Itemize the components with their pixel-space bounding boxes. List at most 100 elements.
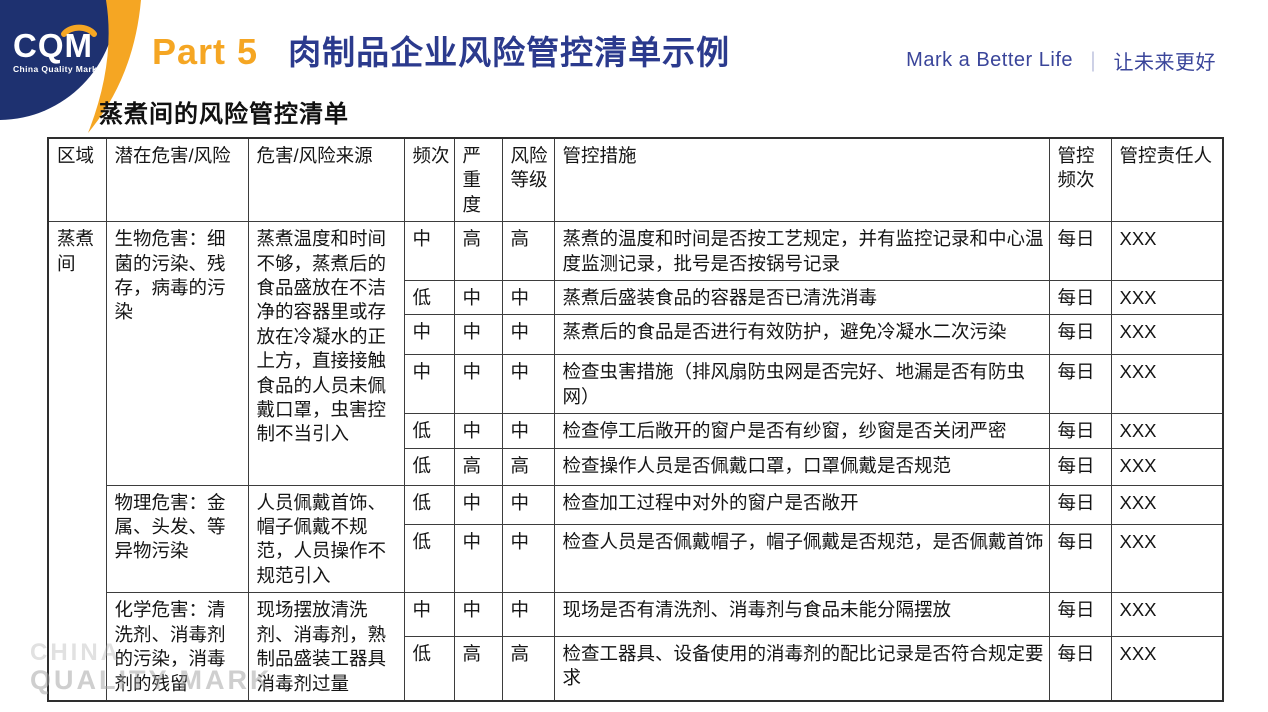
cell-owner: XXX <box>1110 592 1224 637</box>
col-header-source: 危害/风险来源 <box>247 137 405 223</box>
cell-control-frequency: 每日 <box>1048 413 1112 449</box>
logo-orange-swoosh <box>88 0 141 133</box>
cell-frequency: 中 <box>403 592 455 637</box>
col-header-frequency: 频次 <box>403 137 455 223</box>
logo-text: CQM <box>13 27 93 64</box>
cell-severity: 高 <box>453 221 503 282</box>
cell-owner: XXX <box>1110 635 1224 702</box>
cell-severity: 高 <box>453 635 503 702</box>
cell-frequency: 低 <box>403 635 455 702</box>
risk-control-table: 区域 潜在危害/风险 危害/风险来源 频次 严重度 风险等级 管控措施 管控频次… <box>47 137 1224 702</box>
cell-source: 人员佩戴首饰、帽子佩戴不规范，人员操作不规范引入 <box>247 484 405 594</box>
cell-measure: 检查操作人员是否佩戴口罩，口罩佩戴是否规范 <box>553 447 1050 486</box>
cell-frequency: 中 <box>403 314 455 356</box>
cell-control-frequency: 每日 <box>1048 314 1112 356</box>
table-row: 中 中 中 检查虫害措施（排风扇防虫网是否完好、地漏是否有防虫网） 每日 XXX <box>48 354 1224 415</box>
cell-severity: 中 <box>453 484 503 525</box>
cell-measure: 检查工器具、设备使用的消毒剂的配比记录是否符合规定要求 <box>553 635 1050 702</box>
cell-owner: XXX <box>1110 413 1224 449</box>
cell-measure: 蒸煮后的食品是否进行有效防护，避免冷凝水二次污染 <box>553 314 1050 356</box>
col-header-control-frequency: 管控频次 <box>1048 137 1112 223</box>
cell-owner: XXX <box>1110 447 1224 486</box>
cell-source: 蒸煮温度和时间不够，蒸煮后的食品盛放在不洁净的容器里或存放在冷凝水的正上方，直接… <box>247 221 405 486</box>
cell-frequency: 低 <box>403 413 455 449</box>
cell-risk-level: 中 <box>501 413 555 449</box>
watermark-line1: CHINA <box>30 639 121 666</box>
background-watermark: CHINA QUALITY MARK <box>30 639 273 696</box>
table-row: 蒸煮间 生物危害：细菌的污染、残存，病毒的污染 蒸煮温度和时间不够，蒸煮后的食品… <box>47 221 1224 702</box>
cell-measure: 检查停工后敞开的窗户是否有纱窗，纱窗是否关闭严密 <box>553 413 1050 449</box>
table-row: 物理危害：金属、头发、等异物污染 人员佩戴首饰、帽子佩戴不规范，人员操作不规范引… <box>48 484 1224 594</box>
page-title: 肉制品企业风险管控清单示例 <box>288 34 731 71</box>
cell-frequency: 低 <box>403 447 455 486</box>
cell-control-frequency: 每日 <box>1048 635 1112 702</box>
cqm-logo-graphic: CQM China Quality Mark <box>0 0 141 133</box>
cell-measure: 蒸煮后盛装食品的容器是否已清洗消毒 <box>553 280 1050 316</box>
cell-control-frequency: 每日 <box>1048 523 1112 594</box>
cell-measure: 蒸煮的温度和时间是否按工艺规定，并有监控记录和中心温度监测记录，批号是否按锅号记… <box>553 221 1050 282</box>
brand-slogan: Mark a Better Life ｜ 让未来更好 <box>906 46 1216 75</box>
cell-owner: XXX <box>1110 280 1224 316</box>
cell-risk-level: 中 <box>501 354 555 415</box>
cell-measure: 检查虫害措施（排风扇防虫网是否完好、地漏是否有防虫网） <box>553 354 1050 415</box>
col-header-area: 区域 <box>47 137 107 223</box>
cell-risk-level: 高 <box>501 635 555 702</box>
cell-severity: 中 <box>453 413 503 449</box>
part-label: Part 5 <box>152 31 259 72</box>
col-header-measure: 管控措施 <box>553 137 1050 223</box>
cqm-logo: CQM China Quality Mark <box>0 0 175 150</box>
cell-frequency: 低 <box>403 280 455 316</box>
col-header-hazard: 潜在危害/风险 <box>105 137 249 223</box>
col-header-owner: 管控责任人 <box>1110 137 1224 223</box>
cell-risk-level: 中 <box>501 314 555 356</box>
table-title: 蒸煮间的风险管控清单 <box>99 101 349 128</box>
slogan-zh: 让未来更好 <box>1113 52 1216 74</box>
cell-owner: XXX <box>1110 354 1224 415</box>
cell-severity: 中 <box>453 592 503 637</box>
cell-hazard: 生物危害：细菌的污染、残存，病毒的污染 <box>105 221 249 486</box>
cell-hazard: 物理危害：金属、头发、等异物污染 <box>105 484 249 594</box>
table-row: 中 中 中 蒸煮后的食品是否进行有效防护，避免冷凝水二次污染 每日 XXX <box>48 314 1224 356</box>
cell-risk-level: 中 <box>501 523 555 594</box>
col-header-severity: 严重度 <box>453 137 503 223</box>
cell-control-frequency: 每日 <box>1048 280 1112 316</box>
cell-control-frequency: 每日 <box>1048 592 1112 637</box>
logo-orange-arc-icon <box>61 24 97 37</box>
cell-owner: XXX <box>1110 221 1224 282</box>
cell-risk-level: 中 <box>501 280 555 316</box>
cell-control-frequency: 每日 <box>1048 484 1112 525</box>
watermark-line2: QUALITY MARK <box>30 665 273 696</box>
cell-measure: 检查人员是否佩戴帽子，帽子佩戴是否规范，是否佩戴首饰 <box>553 523 1050 594</box>
cell-severity: 中 <box>453 523 503 594</box>
col-header-risk-level: 风险等级 <box>501 137 555 223</box>
cell-source: 现场摆放清洗剂、消毒剂，熟制品盛装工器具消毒剂过量 <box>247 592 405 702</box>
cell-control-frequency: 每日 <box>1048 354 1112 415</box>
table-row: 低 中 中 检查停工后敞开的窗户是否有纱窗，纱窗是否关闭严密 每日 XXX <box>48 413 1224 449</box>
table-row: 低 高 高 检查工器具、设备使用的消毒剂的配比记录是否符合规定要求 每日 XXX <box>48 635 1224 702</box>
cell-frequency: 低 <box>403 484 455 525</box>
cell-risk-level: 中 <box>501 484 555 525</box>
cell-area: 蒸煮间 <box>47 221 107 702</box>
cell-owner: XXX <box>1110 484 1224 525</box>
cell-severity: 中 <box>453 280 503 316</box>
slogan-divider: ｜ <box>1083 52 1104 74</box>
slide-header: Part 5 肉制品企业风险管控清单示例 <box>152 26 730 78</box>
cell-hazard: 化学危害：清洗剂、消毒剂的污染，消毒剂的残留 <box>105 592 249 702</box>
cell-frequency: 中 <box>403 354 455 415</box>
cell-measure: 检查加工过程中对外的窗户是否敞开 <box>553 484 1050 525</box>
table-row: 低 中 中 蒸煮后盛装食品的容器是否已清洗消毒 每日 XXX <box>48 280 1224 316</box>
cell-risk-level: 高 <box>501 447 555 486</box>
cell-risk-level: 中 <box>501 592 555 637</box>
cell-severity: 中 <box>453 314 503 356</box>
table-row: 化学危害：清洗剂、消毒剂的污染，消毒剂的残留 现场摆放清洗剂、消毒剂，熟制品盛装… <box>48 592 1224 702</box>
slogan-en: Mark a Better Life <box>906 49 1073 71</box>
cell-owner: XXX <box>1110 523 1224 594</box>
header-row: 区域 潜在危害/风险 危害/风险来源 频次 严重度 风险等级 管控措施 管控频次… <box>47 137 1224 223</box>
cell-frequency: 低 <box>403 523 455 594</box>
cell-severity: 高 <box>453 447 503 486</box>
cell-control-frequency: 每日 <box>1048 221 1112 282</box>
table-row: 低 高 高 检查操作人员是否佩戴口罩，口罩佩戴是否规范 每日 XXX <box>48 447 1224 486</box>
cell-owner: XXX <box>1110 314 1224 356</box>
cell-control-frequency: 每日 <box>1048 447 1112 486</box>
cell-frequency: 中 <box>403 221 455 282</box>
